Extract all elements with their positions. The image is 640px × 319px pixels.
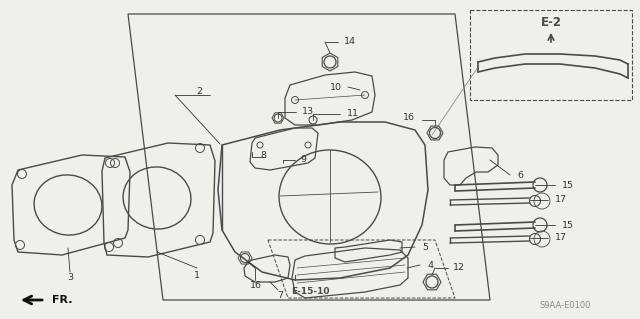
Text: 17: 17 xyxy=(555,196,567,204)
Text: 7: 7 xyxy=(277,291,283,300)
Text: 17: 17 xyxy=(555,234,567,242)
Text: 4: 4 xyxy=(427,261,433,270)
Text: E-15-10: E-15-10 xyxy=(291,287,329,296)
Text: 9: 9 xyxy=(300,155,306,165)
Text: 1: 1 xyxy=(194,271,200,279)
Text: 5: 5 xyxy=(422,242,428,251)
Text: S9AA-E0100: S9AA-E0100 xyxy=(540,300,591,309)
Text: E-2: E-2 xyxy=(541,16,561,28)
Text: 12: 12 xyxy=(453,263,465,272)
Text: 16: 16 xyxy=(250,280,262,290)
Text: 11: 11 xyxy=(347,109,359,118)
Text: 15: 15 xyxy=(562,181,574,189)
Text: 15: 15 xyxy=(562,220,574,229)
Text: 6: 6 xyxy=(517,170,523,180)
Text: 13: 13 xyxy=(302,108,314,116)
Text: FR.: FR. xyxy=(52,295,72,305)
Text: 16: 16 xyxy=(403,114,415,122)
Text: 8: 8 xyxy=(260,151,266,160)
Text: 10: 10 xyxy=(330,83,342,92)
Text: 2: 2 xyxy=(196,87,202,97)
Text: 3: 3 xyxy=(67,273,73,283)
Text: 14: 14 xyxy=(344,38,356,47)
